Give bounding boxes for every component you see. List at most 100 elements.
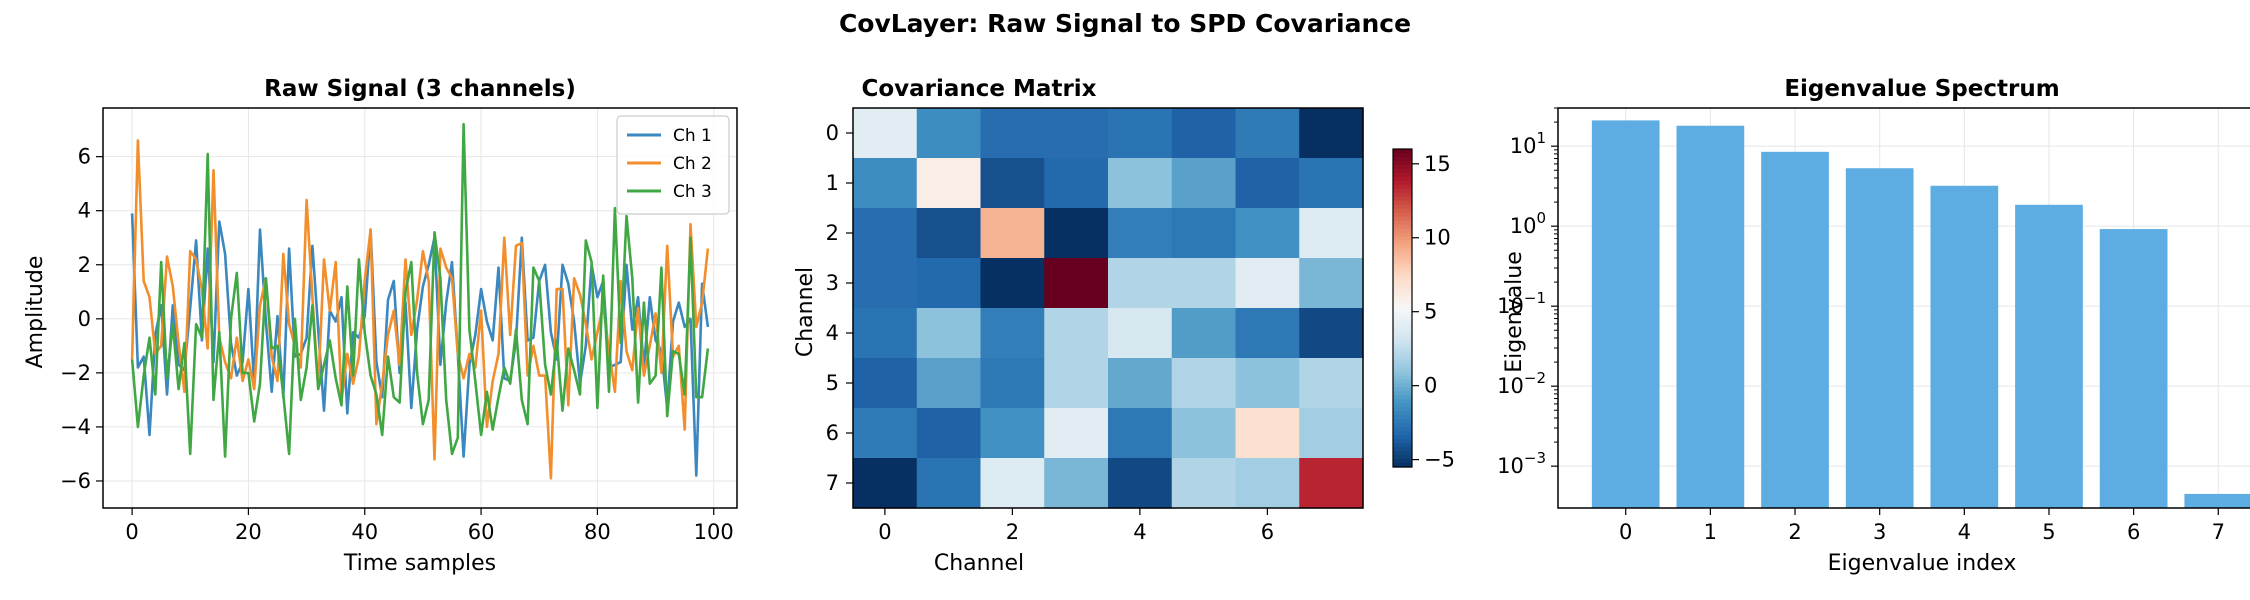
colorbar-segment [1393,415,1412,420]
colorbar-segment [1393,371,1412,377]
y-tick-label: −4 [60,415,91,439]
heatmap-cell [1235,308,1300,359]
heatmap-cell [980,358,1045,409]
eigenvalue-bar [2099,229,2168,508]
x-tick-label: 1 [1704,520,1717,544]
eigenvalue-bar [2015,204,2083,509]
y-tick-label: 4 [826,321,839,345]
heatmap-cell [1171,158,1237,209]
heatmap-cell [853,258,918,309]
heatmap-cell [853,308,918,359]
series-line-ch3 [130,122,710,458]
heatmap-cell [1235,408,1300,459]
raw-signal-ylabel: Amplitude [23,256,48,369]
colorbar-segment [1393,284,1412,289]
heatmap-cell [1044,408,1109,459]
legend-label: Ch 3 [673,182,712,202]
heatmap-cell [1108,158,1173,209]
colorbar-segment [1393,427,1412,432]
heatmap-cell [1299,208,1364,259]
x-tick-label: 4 [1133,520,1146,544]
colorbar-segment [1393,451,1412,456]
heatmap-cell [1299,408,1364,459]
colorbar-segment [1393,355,1412,361]
heatmap-cell [1108,458,1173,509]
heatmap-cell [916,308,982,359]
heatmap-cell [1171,458,1237,509]
colorbar-segment [1393,216,1412,222]
heatmap-cell [1235,258,1300,309]
colorbar-segment [1393,192,1412,198]
colorbar-segment [1393,292,1412,297]
x-tick-label: 4 [1958,520,1971,544]
colorbar-segment [1393,228,1412,234]
x-tick-label: 0 [878,520,891,544]
heatmap-cell [980,458,1045,509]
heatmap-cell [1171,108,1237,159]
legend-label: Ch 1 [673,126,712,146]
x-tick-label: 7 [2212,520,2225,544]
heatmap-cell [1044,358,1109,409]
y-tick-label: 10−1 [1497,289,1546,318]
colorbar-segment [1393,244,1412,249]
heatmap-cell [853,108,918,159]
colorbar-segment [1393,288,1412,293]
colorbar-segment [1393,347,1412,353]
colorbar-segment [1393,164,1412,170]
colorbar-segment [1393,280,1412,285]
colorbar-segment [1393,447,1412,452]
heatmap-cell [1171,208,1237,259]
y-tick-label: 5 [826,371,839,395]
colorbar-segment [1393,300,1412,305]
x-tick-label: 5 [2042,520,2055,544]
heatmap-cell [1235,208,1300,259]
colorbar-segment [1393,160,1412,166]
colorbar-segment [1393,149,1412,154]
heatmap-cell [1235,108,1300,159]
colorbar-segment [1393,256,1412,261]
colorbar-segment [1393,212,1412,218]
covariance-title: Covariance Matrix [861,76,1096,102]
x-tick-label: 40 [351,520,378,544]
colorbar-segment [1393,463,1412,468]
heatmap-cell [916,108,982,159]
colorbar-segment [1393,272,1412,277]
heatmap-cell [1299,358,1364,409]
colorbar-segment [1393,379,1412,385]
covariance-plot-frame [852,107,1364,509]
colorbar-segment [1393,248,1412,253]
colorbar-segment [1393,188,1412,194]
eigenvalue-xlabel: Eigenvalue index [1828,551,2017,576]
colorbar-segment [1393,180,1412,186]
colorbar-segment [1393,411,1412,416]
heatmap-cell [853,158,918,209]
heatmap-cell [853,458,918,509]
y-tick-label: 6 [826,421,839,445]
y-tick-label: 2 [78,253,91,277]
heatmap-cell [853,358,918,409]
heatmap-cell [1235,158,1300,209]
colorbar-segment [1393,339,1412,345]
colorbar-segment [1393,196,1412,202]
heatmap-cell [853,208,918,259]
colorbar-segment [1393,236,1412,242]
heatmap-cell [1299,458,1364,509]
x-tick-label: 0 [125,520,138,544]
colorbar-segment [1393,204,1412,210]
legend-label: Ch 2 [673,154,712,174]
colorbar-segment [1393,260,1412,265]
colorbar-segment [1393,455,1412,460]
y-tick-label: 3 [826,271,839,295]
colorbar-segment [1393,296,1412,301]
colorbar-segment [1393,240,1412,246]
colorbar-segment [1393,435,1412,440]
heatmap-cell [1044,458,1109,509]
y-tick-label: 101 [1510,129,1546,158]
y-tick-label: 0 [78,307,91,331]
x-tick-label: 6 [2127,520,2140,544]
y-tick-label: 10−3 [1497,449,1546,478]
heatmap-cell [1108,358,1173,409]
colorbar-segment [1393,387,1412,393]
heatmap-cell [1108,258,1173,309]
